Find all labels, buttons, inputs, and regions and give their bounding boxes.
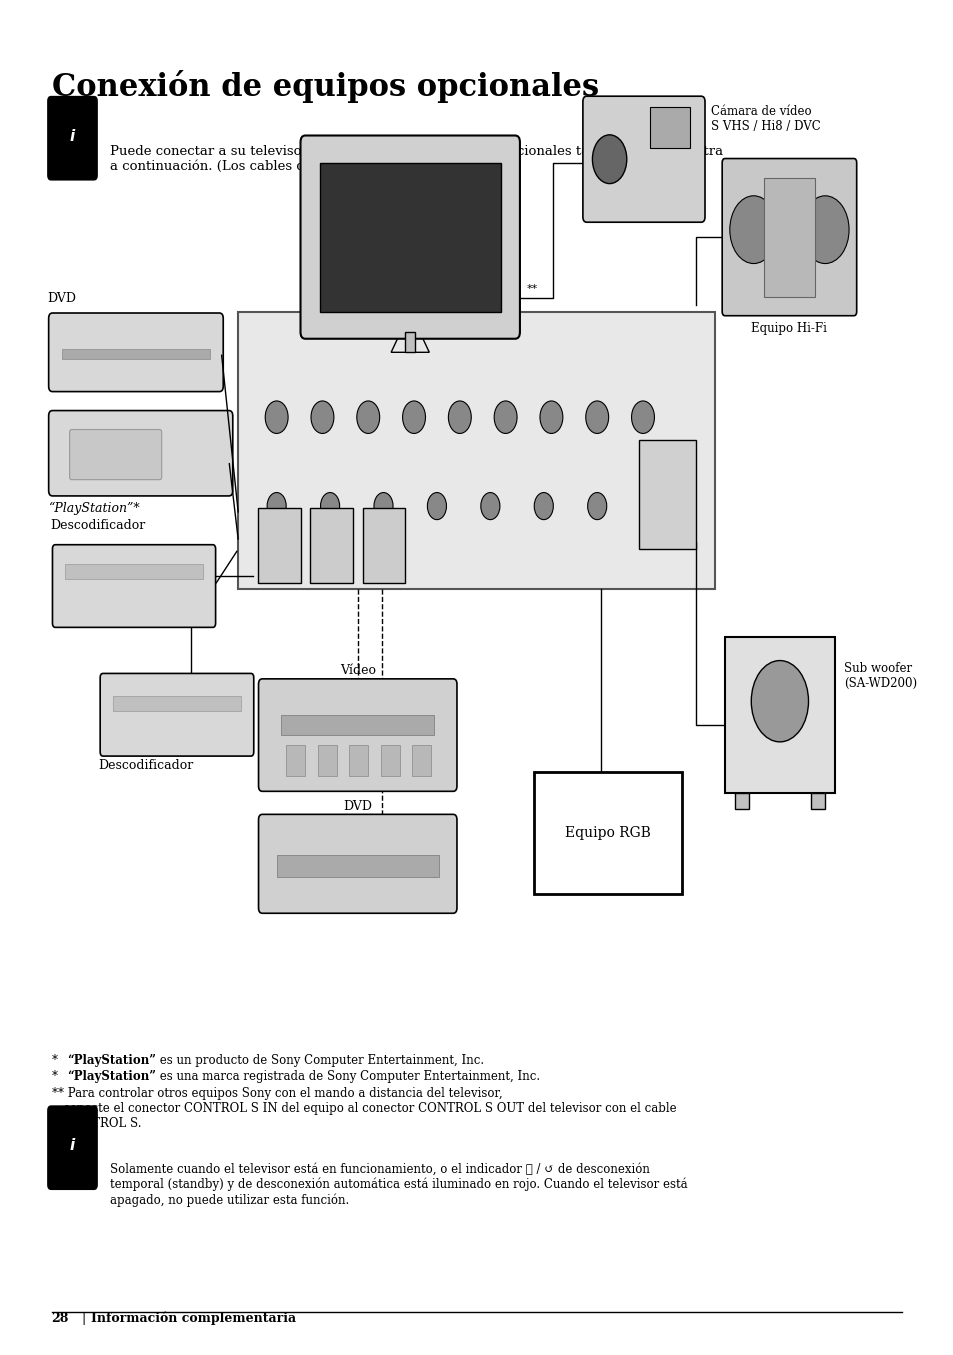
Circle shape — [356, 401, 379, 434]
Text: *: * — [51, 1054, 61, 1068]
FancyBboxPatch shape — [70, 430, 161, 480]
Circle shape — [592, 136, 626, 184]
FancyBboxPatch shape — [582, 96, 704, 222]
FancyBboxPatch shape — [258, 679, 456, 791]
Text: **: ** — [526, 283, 537, 294]
Text: 28: 28 — [51, 1312, 69, 1325]
FancyBboxPatch shape — [100, 673, 253, 756]
FancyBboxPatch shape — [49, 313, 223, 392]
Bar — [405, 332, 415, 352]
Circle shape — [729, 195, 777, 263]
Bar — [276, 855, 438, 877]
Text: “PlayStation”: “PlayStation” — [67, 1054, 155, 1068]
Bar — [62, 350, 210, 359]
Text: i: i — [70, 1138, 75, 1153]
FancyBboxPatch shape — [258, 814, 456, 913]
Circle shape — [402, 401, 425, 434]
Text: Equipo Hi-Fi: Equipo Hi-Fi — [751, 322, 826, 336]
Bar — [534, 772, 681, 894]
Bar — [319, 163, 500, 312]
Circle shape — [427, 493, 446, 520]
Circle shape — [750, 661, 807, 743]
FancyBboxPatch shape — [49, 411, 233, 496]
Circle shape — [480, 493, 499, 520]
Bar — [349, 745, 368, 775]
FancyBboxPatch shape — [48, 1106, 97, 1190]
Text: CONTROL S.: CONTROL S. — [51, 1117, 141, 1130]
Text: DVD: DVD — [48, 291, 76, 305]
FancyBboxPatch shape — [48, 98, 97, 179]
Text: Vídeo: Vídeo — [339, 664, 375, 678]
Text: Conexión de equipos opcionales: Conexión de equipos opcionales — [51, 70, 598, 103]
Bar — [362, 508, 405, 583]
Bar — [310, 508, 353, 583]
Circle shape — [587, 493, 606, 520]
FancyBboxPatch shape — [52, 545, 215, 627]
Circle shape — [267, 493, 286, 520]
Bar — [286, 745, 305, 775]
Circle shape — [539, 401, 562, 434]
Text: es una marca registrada de Sony Computer Entertainment, Inc.: es una marca registrada de Sony Computer… — [156, 1070, 540, 1084]
Text: *: * — [51, 1070, 61, 1084]
Circle shape — [311, 401, 334, 434]
Circle shape — [494, 401, 517, 434]
Text: Equipo RGB: Equipo RGB — [564, 827, 651, 840]
Text: conecte el conector CONTROL S IN del equipo al conector CONTROL S OUT del televi: conecte el conector CONTROL S IN del equ… — [51, 1102, 676, 1115]
Circle shape — [265, 401, 288, 434]
Text: “PlayStation”: “PlayStation” — [67, 1070, 155, 1084]
Text: Información complementaria: Información complementaria — [91, 1312, 295, 1325]
Bar — [762, 178, 814, 297]
Text: es un producto de Sony Computer Entertainment, Inc.: es un producto de Sony Computer Entertai… — [156, 1054, 484, 1068]
Circle shape — [374, 493, 393, 520]
Text: Cámara de vídeo
S VHS / Hi8 / DVC: Cámara de vídeo S VHS / Hi8 / DVC — [710, 106, 820, 133]
FancyBboxPatch shape — [721, 159, 856, 316]
Text: “PlayStation”*: “PlayStation”* — [48, 501, 139, 515]
Circle shape — [801, 195, 848, 263]
Polygon shape — [391, 332, 429, 352]
Polygon shape — [112, 696, 241, 711]
Bar — [810, 793, 824, 809]
Circle shape — [631, 401, 654, 434]
Polygon shape — [65, 564, 203, 579]
Text: Sub woofer
(SA-WD200): Sub woofer (SA-WD200) — [843, 661, 917, 690]
Text: |: | — [81, 1312, 85, 1325]
Bar — [281, 715, 434, 736]
Bar — [639, 440, 696, 549]
Circle shape — [640, 493, 659, 520]
Bar — [238, 312, 715, 589]
Text: ** Para controlar otros equipos Sony con el mando a distancia del televisor,: ** Para controlar otros equipos Sony con… — [51, 1087, 501, 1100]
Circle shape — [448, 401, 471, 434]
Text: Descodificador: Descodificador — [51, 519, 146, 531]
Bar — [724, 637, 834, 793]
FancyBboxPatch shape — [300, 136, 519, 339]
Bar — [412, 745, 431, 775]
Text: DVD: DVD — [343, 799, 372, 813]
Bar — [734, 793, 748, 809]
Circle shape — [534, 493, 553, 520]
Bar — [317, 745, 336, 775]
Bar — [257, 508, 300, 583]
Circle shape — [585, 401, 608, 434]
Text: Descodificador: Descodificador — [98, 759, 193, 772]
Bar — [380, 745, 399, 775]
Text: i: i — [70, 129, 75, 144]
Bar — [649, 107, 689, 148]
Text: Solamente cuando el televisor está en funcionamiento, o el indicador ⏻ / ↺ de de: Solamente cuando el televisor está en fu… — [110, 1163, 686, 1207]
Circle shape — [320, 493, 339, 520]
Text: Puede conectar a su televisor un amplia gama de equipos opcionales tal y como se: Puede conectar a su televisor un amplia … — [110, 145, 722, 173]
